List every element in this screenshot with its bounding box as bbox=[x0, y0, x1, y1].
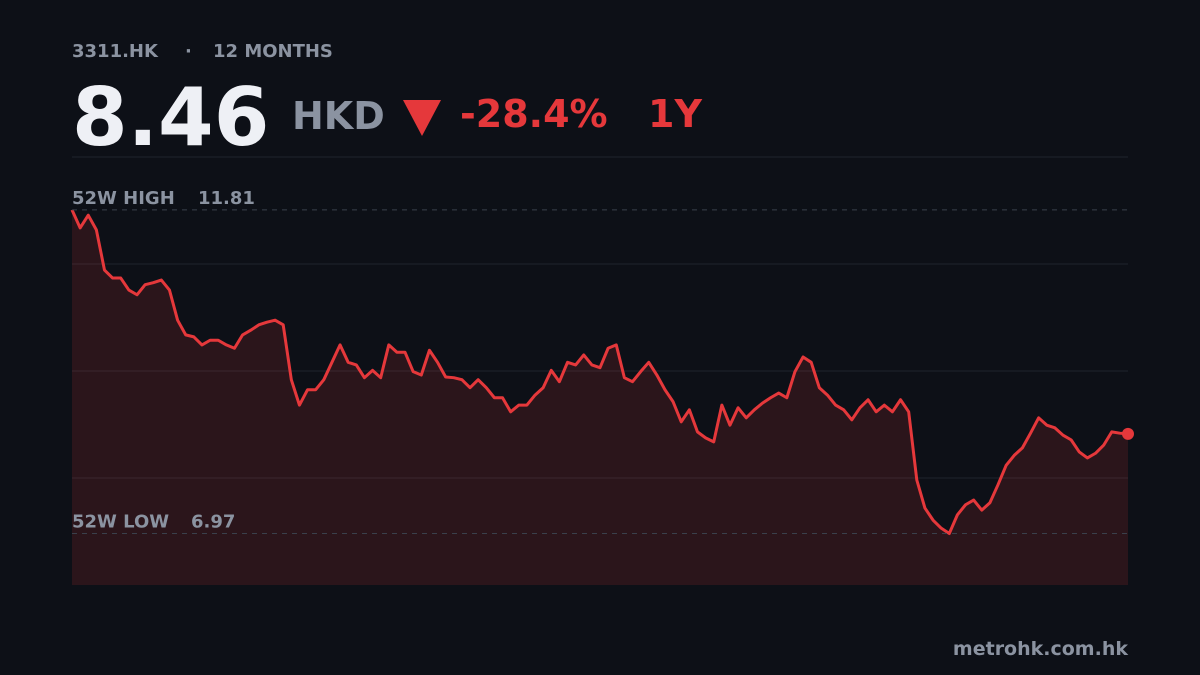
low-value: 6.97 bbox=[191, 512, 235, 533]
period-label: 12 MONTHS bbox=[213, 41, 333, 62]
price: 8.46 bbox=[72, 71, 269, 164]
high-value: 11.81 bbox=[198, 188, 255, 209]
separator: · bbox=[185, 41, 192, 62]
down-arrow bbox=[403, 100, 441, 136]
low-label: 52W LOW bbox=[72, 512, 169, 533]
change-period: 1Y bbox=[648, 92, 702, 136]
high-label: 52W HIGH bbox=[72, 188, 175, 209]
currency: HKD bbox=[292, 94, 385, 138]
change: -28.4% bbox=[460, 92, 608, 136]
price-line bbox=[70, 209, 1129, 536]
area bbox=[72, 209, 1128, 585]
last-point bbox=[1122, 427, 1134, 440]
ticker: 3311.HK bbox=[72, 41, 159, 62]
source: metrohk.com.hk bbox=[953, 638, 1128, 660]
